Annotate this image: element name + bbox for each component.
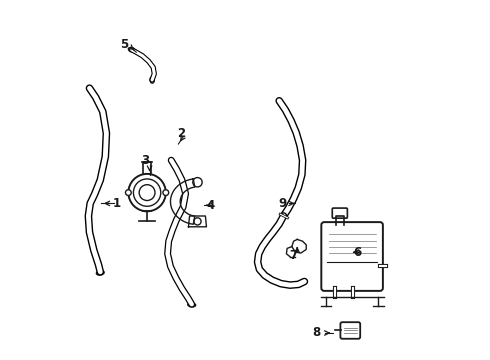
FancyBboxPatch shape bbox=[341, 322, 360, 339]
Circle shape bbox=[163, 190, 169, 195]
Text: 8: 8 bbox=[312, 327, 320, 339]
Text: 4: 4 bbox=[206, 199, 215, 212]
Text: 3: 3 bbox=[142, 154, 149, 167]
FancyBboxPatch shape bbox=[321, 222, 383, 291]
Text: 1: 1 bbox=[113, 197, 121, 210]
Text: 9: 9 bbox=[278, 197, 286, 210]
Circle shape bbox=[125, 190, 131, 195]
Text: 2: 2 bbox=[177, 127, 186, 140]
Circle shape bbox=[194, 218, 201, 225]
FancyBboxPatch shape bbox=[332, 208, 347, 218]
Text: 5: 5 bbox=[120, 39, 128, 51]
Text: 6: 6 bbox=[354, 246, 362, 258]
Text: 7: 7 bbox=[289, 249, 297, 262]
Circle shape bbox=[193, 177, 202, 187]
